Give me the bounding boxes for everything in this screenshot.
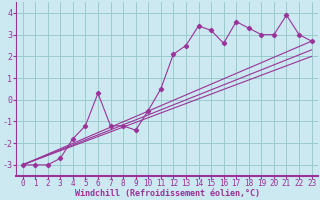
X-axis label: Windchill (Refroidissement éolien,°C): Windchill (Refroidissement éolien,°C) (75, 189, 260, 198)
